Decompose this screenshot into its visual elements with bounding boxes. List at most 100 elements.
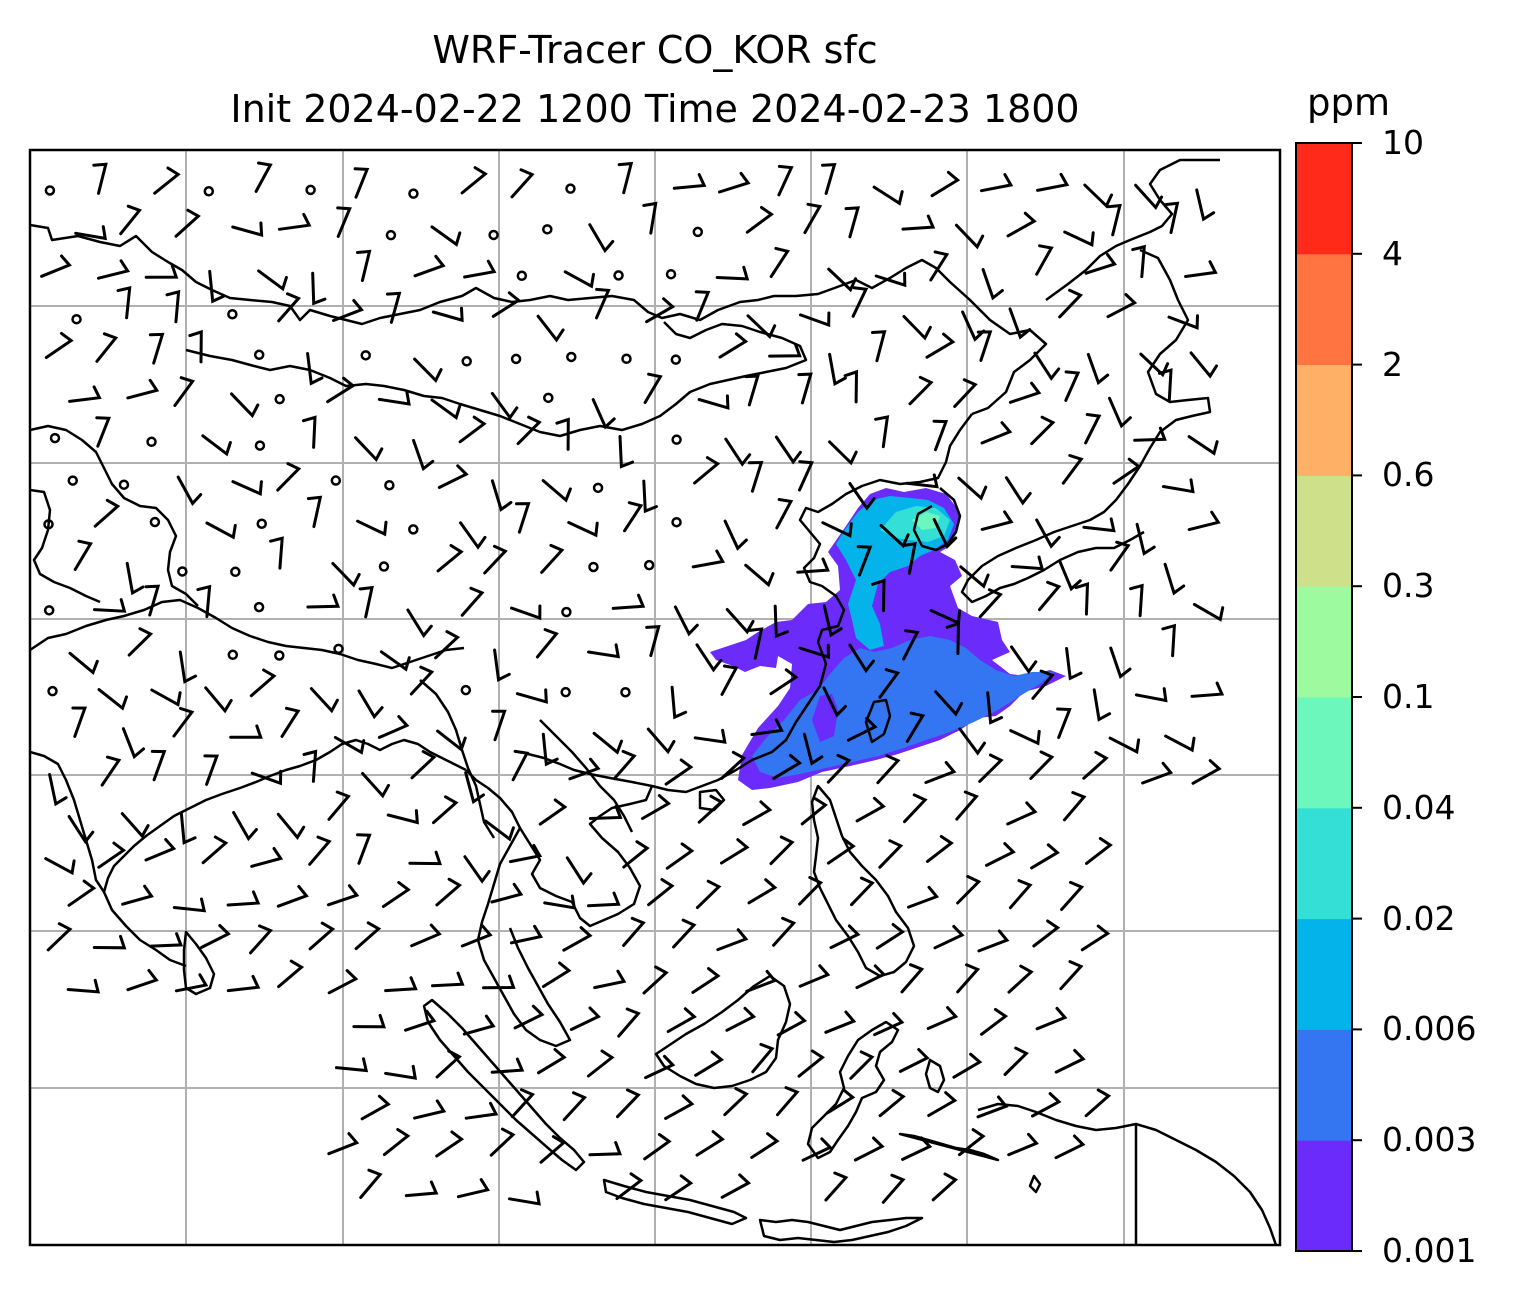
wind-barb xyxy=(874,271,907,288)
wind-barb xyxy=(720,1173,752,1199)
wind-barb xyxy=(930,170,961,198)
wind-barb xyxy=(1161,478,1195,494)
wind-barb xyxy=(510,604,542,621)
wind-barb xyxy=(672,918,697,949)
wind-barb xyxy=(664,1174,694,1202)
calm-wind-marker xyxy=(408,524,419,535)
wind-barb xyxy=(980,173,1014,193)
wind-barb xyxy=(694,290,711,322)
wind-barb xyxy=(593,969,627,990)
wind-barb xyxy=(665,842,695,870)
wind-barb xyxy=(460,166,488,195)
coastline-china-northeast xyxy=(798,413,973,643)
coastline-russia-mongolia-border xyxy=(30,223,1048,416)
wind-barb xyxy=(1164,734,1196,753)
wind-barb xyxy=(458,415,487,444)
wind-barb xyxy=(932,419,949,452)
wind-barb xyxy=(976,330,993,362)
wind-barb xyxy=(1036,172,1070,192)
wind-barb xyxy=(92,934,127,950)
wind-barb xyxy=(642,479,658,514)
wind-barb xyxy=(535,628,559,659)
border-laos-vietnam xyxy=(539,719,634,833)
wind-barb xyxy=(587,643,621,659)
wind-barb xyxy=(277,292,302,323)
wind-barb xyxy=(93,598,127,613)
wind-barb xyxy=(1033,351,1061,381)
wind-barb xyxy=(797,372,813,405)
wind-barb xyxy=(1134,687,1168,703)
wind-barb xyxy=(276,812,306,840)
wind-barb xyxy=(331,562,361,588)
wind-barb xyxy=(432,795,459,825)
wind-barb xyxy=(201,835,229,865)
tracer-plume xyxy=(710,488,1066,790)
wind-barb xyxy=(385,291,402,324)
wind-barb xyxy=(1003,1046,1029,1076)
calm-wind-marker xyxy=(254,440,266,451)
calm-wind-marker xyxy=(305,184,316,196)
wind-barb xyxy=(71,706,88,738)
wind-barb xyxy=(1083,183,1113,209)
colorbar-band xyxy=(1296,918,1352,1030)
colorbar-tick-label: 0.003 xyxy=(1382,1120,1477,1160)
colorbar-band xyxy=(1296,143,1352,255)
wind-barb xyxy=(901,1136,933,1161)
wind-barb xyxy=(1004,476,1032,506)
wind-barb xyxy=(1007,1132,1039,1157)
wind-barb xyxy=(66,978,101,994)
wind-barb xyxy=(926,1006,959,1030)
colorbar-tick-label: 0.02 xyxy=(1382,898,1456,938)
wind-barb xyxy=(1056,707,1072,739)
calm-wind-marker xyxy=(253,349,265,361)
wind-barb xyxy=(490,1057,525,1074)
colorbar-band xyxy=(1296,807,1352,920)
wind-barb xyxy=(873,1012,905,1037)
wind-barb xyxy=(986,691,1004,725)
wind-barb xyxy=(515,502,531,534)
wind-barb xyxy=(1106,293,1138,319)
wind-barb xyxy=(616,1088,641,1119)
wind-barb xyxy=(456,1178,490,1199)
colorbar-band xyxy=(1296,697,1352,809)
calm-wind-marker xyxy=(561,606,572,618)
wind-barb xyxy=(562,926,593,952)
colorbar-tick-label: 2 xyxy=(1382,344,1403,384)
wind-barb xyxy=(464,1101,499,1120)
colorbar-band xyxy=(1296,586,1352,698)
calm-wind-marker xyxy=(461,356,472,367)
wind-barb xyxy=(326,884,360,907)
wind-barb xyxy=(798,876,824,906)
wind-barb xyxy=(588,1141,623,1157)
colorbar-band xyxy=(1296,1140,1352,1252)
wind-barb xyxy=(386,809,419,825)
wind-barb xyxy=(384,1064,418,1080)
wind-barb xyxy=(976,1095,1009,1119)
calm-wind-marker xyxy=(274,650,285,661)
wind-barb xyxy=(277,212,312,231)
wind-barb xyxy=(537,1048,567,1075)
wind-barb xyxy=(435,1130,465,1158)
wind-barb xyxy=(326,376,356,404)
wind-barb xyxy=(695,643,723,673)
wind-barb xyxy=(592,731,623,755)
wind-barb xyxy=(515,688,548,704)
calm-wind-marker xyxy=(49,432,61,444)
wind-barb xyxy=(953,378,978,408)
wind-barb xyxy=(144,264,179,279)
wind-barb xyxy=(336,206,352,238)
wind-barb xyxy=(772,753,803,780)
wind-barb xyxy=(716,928,749,952)
wind-barb xyxy=(153,166,181,195)
wind-barb xyxy=(980,1008,1009,1036)
wind-barb xyxy=(611,593,646,610)
wind-barb xyxy=(178,650,197,684)
wind-barb xyxy=(1074,582,1090,616)
wind-barb xyxy=(1084,1088,1112,1118)
wind-barb xyxy=(74,225,108,241)
wind-barb xyxy=(900,963,925,994)
calm-wind-marker xyxy=(385,229,397,241)
wind-barb xyxy=(872,185,904,206)
wind-barb xyxy=(878,668,901,699)
wind-barb xyxy=(1054,1048,1086,1074)
